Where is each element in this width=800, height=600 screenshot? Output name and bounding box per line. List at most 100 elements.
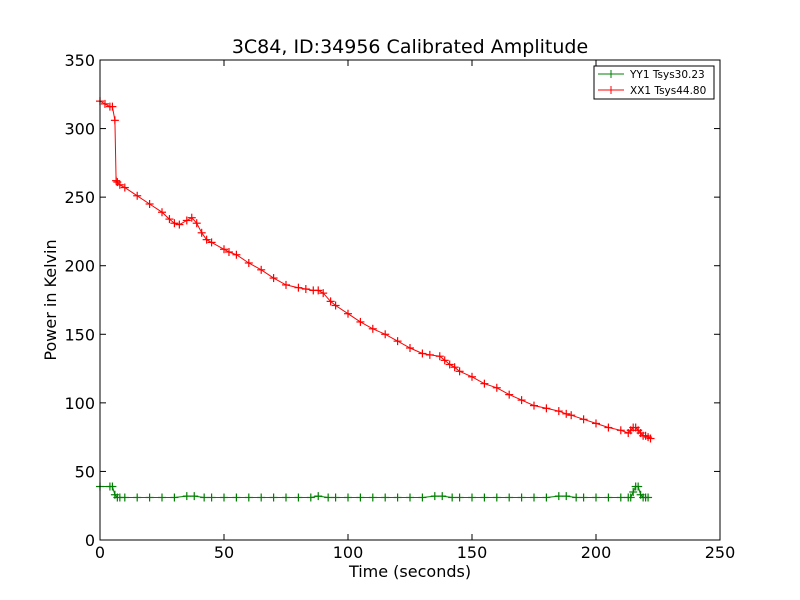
legend: YY1 Tsys30.23 XX1 Tsys44.80 (593, 65, 715, 100)
data-point-1 (294, 283, 303, 292)
y-tick-label: 200 (64, 257, 95, 276)
data-point-0 (629, 488, 638, 496)
data-point-0 (207, 493, 216, 502)
data-point-0 (448, 493, 457, 502)
ticks-layer: 0 50 100 150 200 250 0 50 100 150 200 250 300 350 (64, 51, 735, 562)
data-point-1 (492, 383, 501, 392)
data-point-0 (200, 493, 209, 502)
data-point-1 (468, 372, 476, 381)
data-point-1 (326, 297, 335, 306)
x-tick-label: 0 (95, 543, 105, 562)
data-point-1 (517, 396, 526, 405)
data-point-0 (331, 493, 340, 502)
data-point-1 (158, 208, 166, 217)
data-point-1 (425, 350, 434, 359)
data-point-0 (626, 493, 635, 502)
data-point-1 (450, 363, 459, 372)
data-point-1 (282, 280, 290, 289)
y-axis-label: Power in Kelvin (41, 239, 60, 360)
x-tick-label: 250 (705, 543, 736, 562)
legend-label: YY1 Tsys30.23 (629, 69, 705, 81)
data-point-0 (480, 493, 489, 502)
data-point-1 (232, 250, 241, 259)
y-tick-label: 150 (64, 325, 95, 344)
data-point-0 (170, 493, 179, 502)
data-point-1 (554, 407, 563, 416)
x-axis-label: Time (seconds) (348, 562, 471, 581)
data-point-1 (344, 309, 352, 318)
data-point-0 (634, 482, 643, 491)
data-point-0 (406, 493, 414, 502)
chart-title: 3C84, ID:34956 Calibrated Amplitude (232, 36, 588, 58)
y-tick-label: 250 (64, 188, 95, 207)
data-point-0 (356, 493, 365, 502)
data-point-1 (224, 248, 233, 256)
data-point-1 (393, 337, 402, 346)
data-point-0 (344, 493, 352, 502)
data-point-1 (165, 215, 174, 224)
series-layer (96, 97, 655, 502)
data-point-1 (108, 102, 117, 111)
data-point-1 (604, 423, 613, 432)
data-point-0 (314, 492, 323, 501)
data-point-1 (562, 409, 571, 418)
legend-box (593, 65, 715, 100)
data-point-0 (554, 492, 563, 501)
data-point-1 (145, 200, 154, 208)
data-point-1 (220, 245, 228, 254)
x-tick-label: 50 (214, 543, 234, 562)
data-point-1 (207, 238, 216, 247)
data-point-1 (175, 220, 184, 229)
data-point-1 (579, 415, 588, 424)
data-point-0 (542, 493, 551, 502)
y-tick-label: 50 (75, 462, 95, 481)
y-tick-label: 350 (64, 51, 95, 70)
data-point-0 (108, 482, 117, 491)
data-point-1 (592, 419, 600, 428)
data-point-0 (562, 492, 571, 501)
data-point-0 (418, 493, 427, 502)
data-point-0 (604, 493, 613, 502)
data-point-0 (530, 493, 538, 502)
data-point-1 (314, 286, 323, 295)
data-point-1 (356, 317, 365, 326)
data-point-0 (294, 493, 303, 502)
data-point-1 (112, 176, 121, 185)
data-point-1 (368, 324, 377, 333)
data-point-1 (197, 228, 206, 237)
data-point-1 (616, 426, 625, 435)
data-point-1 (187, 213, 196, 222)
data-point-1 (455, 367, 464, 376)
series-line-1 (99, 100, 651, 439)
data-point-1 (202, 235, 211, 244)
data-point-0 (505, 493, 514, 502)
data-point-0 (468, 493, 476, 502)
data-point-1 (505, 390, 514, 399)
y-tick-label: 100 (64, 394, 95, 413)
data-point-0 (269, 493, 278, 502)
legend-label: XX1 Tsys44.80 (630, 85, 706, 97)
data-point-1 (120, 183, 129, 192)
data-point-1 (100, 99, 109, 108)
data-point-1 (115, 180, 124, 189)
data-point-1 (319, 289, 328, 298)
legend-items: YY1 Tsys30.23 XX1 Tsys44.80 (598, 69, 706, 97)
data-point-0 (182, 492, 191, 501)
data-point-0 (324, 493, 333, 502)
data-point-1 (182, 216, 191, 225)
data-point-0 (381, 493, 390, 502)
data-point-0 (190, 492, 199, 501)
data-point-1 (381, 330, 390, 339)
data-point-0 (492, 493, 501, 502)
data-point-1 (192, 219, 201, 228)
data-point-0 (517, 493, 526, 502)
data-point-1 (257, 265, 266, 274)
data-point-1 (331, 301, 340, 310)
x-tick-label: 150 (457, 543, 488, 562)
data-point-0 (644, 493, 653, 502)
data-point-1 (480, 379, 489, 388)
data-point-0 (592, 493, 600, 502)
data-point-0 (232, 493, 241, 502)
